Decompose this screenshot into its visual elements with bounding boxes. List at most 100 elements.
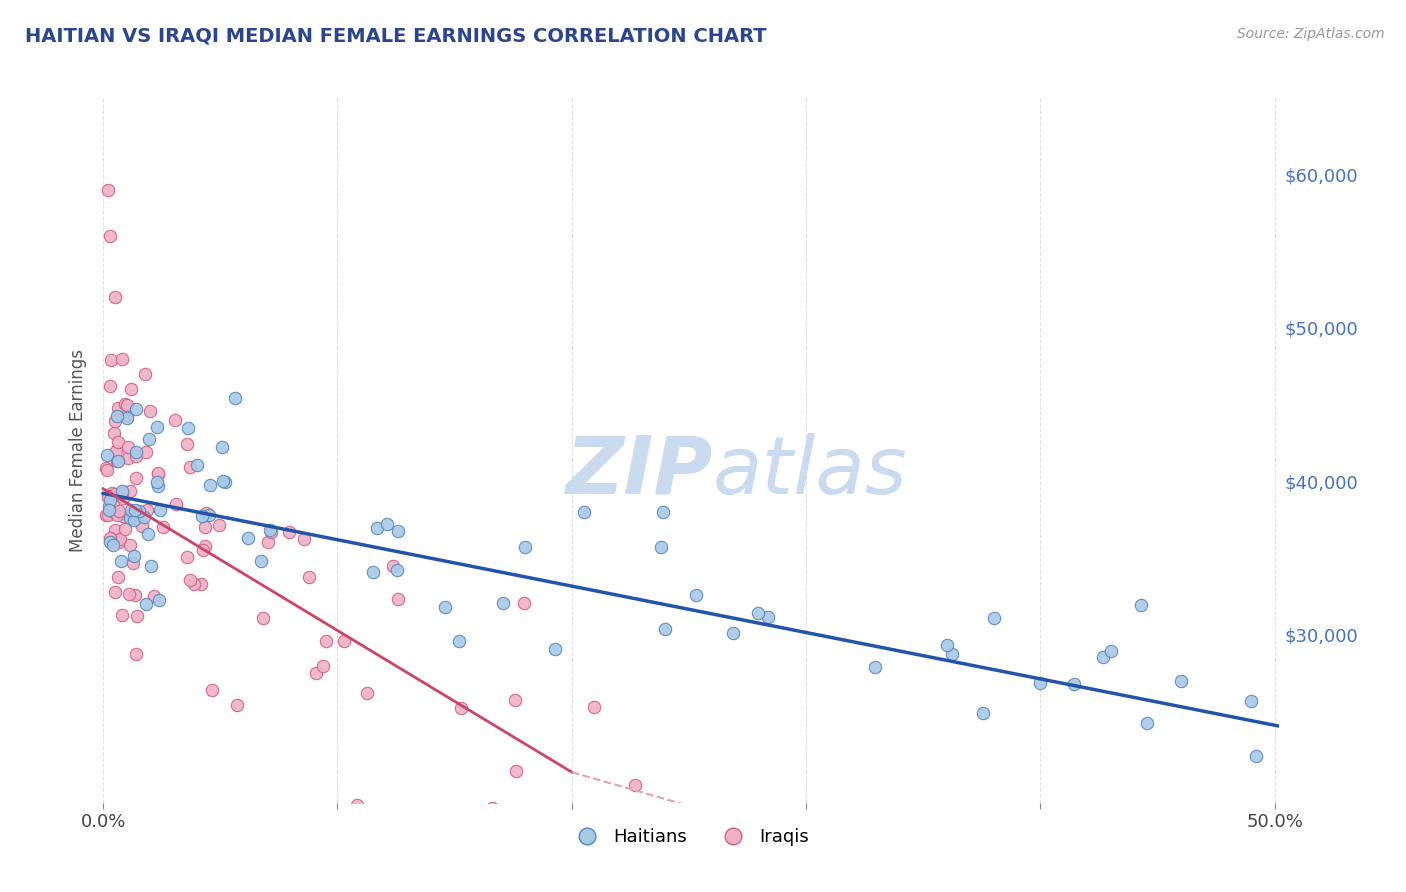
Point <box>747 606 769 620</box>
Point <box>134 367 156 381</box>
Point <box>865 660 887 674</box>
Point <box>983 611 1005 625</box>
Point <box>583 881 606 892</box>
Point <box>685 588 707 602</box>
Point <box>110 532 132 546</box>
Y-axis label: Median Female Earnings: Median Female Earnings <box>69 349 87 552</box>
Point <box>387 592 409 607</box>
Point <box>356 686 378 700</box>
Point <box>550 831 572 846</box>
Point <box>118 484 141 499</box>
Point <box>128 504 150 518</box>
Point <box>176 437 198 451</box>
Point <box>381 558 404 573</box>
Point <box>98 502 121 516</box>
Point <box>756 609 779 624</box>
Point <box>1091 650 1114 665</box>
Point <box>110 554 132 568</box>
Point <box>503 693 526 707</box>
Point <box>111 607 134 622</box>
Point <box>114 522 136 536</box>
Point <box>294 532 316 546</box>
Point <box>710 855 733 869</box>
Point <box>148 467 170 482</box>
Point <box>111 351 134 366</box>
Point <box>111 485 134 500</box>
Text: ZIP: ZIP <box>565 433 713 510</box>
Point <box>304 665 326 680</box>
Point <box>104 487 127 501</box>
Point <box>198 478 221 492</box>
Point <box>118 508 141 522</box>
Point <box>120 538 142 552</box>
Point <box>449 634 471 648</box>
Point <box>117 451 139 466</box>
Point <box>717 840 740 855</box>
Point <box>1099 644 1122 658</box>
Point <box>96 460 118 475</box>
Point <box>721 626 744 640</box>
Point <box>107 401 129 415</box>
Point <box>131 519 153 533</box>
Point <box>146 479 169 493</box>
Point <box>1136 715 1159 730</box>
Point <box>146 466 169 480</box>
Point <box>544 642 567 657</box>
Point <box>107 435 129 450</box>
Point <box>236 531 259 545</box>
Point <box>108 504 131 518</box>
Point <box>101 538 124 552</box>
Point <box>183 576 205 591</box>
Point <box>138 432 160 446</box>
Point <box>259 524 281 538</box>
Point <box>115 409 138 423</box>
Point <box>101 485 124 500</box>
Point <box>333 634 356 648</box>
Point <box>312 658 335 673</box>
Point <box>98 499 121 513</box>
Point <box>100 532 122 546</box>
Point <box>875 883 897 892</box>
Point <box>98 492 121 507</box>
Point <box>385 563 408 577</box>
Point <box>103 426 125 441</box>
Point <box>505 764 527 778</box>
Point <box>114 397 136 411</box>
Point <box>201 682 224 697</box>
Point <box>101 498 124 512</box>
Point <box>179 573 201 587</box>
Point <box>643 861 665 875</box>
Point <box>935 638 957 652</box>
Point <box>191 508 214 523</box>
Point <box>132 510 155 524</box>
Point <box>1063 677 1085 691</box>
Point <box>125 648 148 662</box>
Point <box>136 526 159 541</box>
Point <box>260 525 283 540</box>
Point <box>191 543 214 558</box>
Point <box>366 520 388 534</box>
Point <box>654 622 676 636</box>
Point <box>118 587 141 601</box>
Point <box>120 511 142 525</box>
Point <box>97 489 120 503</box>
Point <box>100 504 122 518</box>
Point <box>1029 676 1052 690</box>
Point <box>375 516 398 531</box>
Point <box>481 801 503 815</box>
Point <box>195 506 218 520</box>
Point <box>941 648 963 662</box>
Legend: Haitians, Iraqis: Haitians, Iraqis <box>561 822 817 854</box>
Point <box>450 700 472 714</box>
Point <box>115 398 138 412</box>
Point <box>652 505 675 519</box>
Point <box>163 413 186 427</box>
Point <box>97 490 120 504</box>
Point <box>1244 749 1267 764</box>
Point <box>98 229 121 244</box>
Text: atlas: atlas <box>713 433 907 510</box>
Point <box>211 441 233 455</box>
Text: HAITIAN VS IRAQI MEDIAN FEMALE EARNINGS CORRELATION CHART: HAITIAN VS IRAQI MEDIAN FEMALE EARNINGS … <box>25 27 766 45</box>
Point <box>96 508 118 522</box>
Point <box>190 576 212 591</box>
